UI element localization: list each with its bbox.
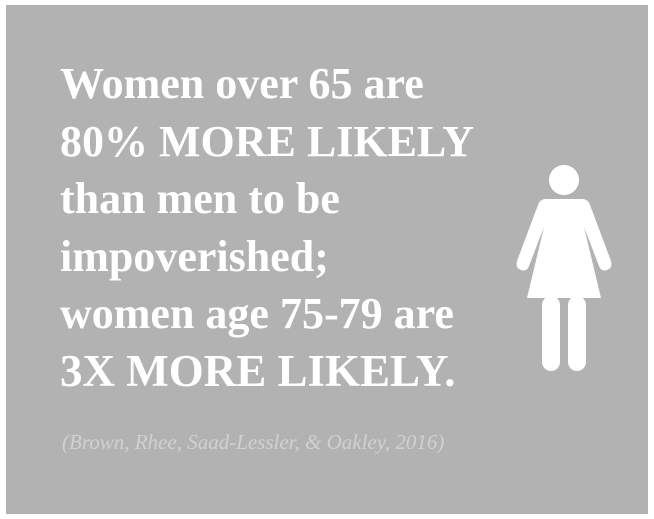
woman-icon bbox=[516, 165, 612, 371]
headline-line-6: 3X MORE LIKELY. bbox=[60, 345, 456, 396]
headline-line-4: impoverished; bbox=[60, 231, 329, 281]
headline-line-3: than men to be bbox=[60, 174, 340, 223]
citation: (Brown, Rhee, Saad-Lessler, & Oakley, 20… bbox=[62, 430, 445, 454]
headline-line-5: women age 75-79 are bbox=[60, 289, 454, 338]
headline: Women over 65 are 80% MORE LIKELY than m… bbox=[60, 55, 520, 400]
infographic-card: Women over 65 are 80% MORE LIKELY than m… bbox=[6, 5, 648, 514]
headline-line-2: 80% MORE LIKELY bbox=[60, 116, 475, 166]
headline-line-1: Women over 65 are bbox=[60, 59, 424, 108]
